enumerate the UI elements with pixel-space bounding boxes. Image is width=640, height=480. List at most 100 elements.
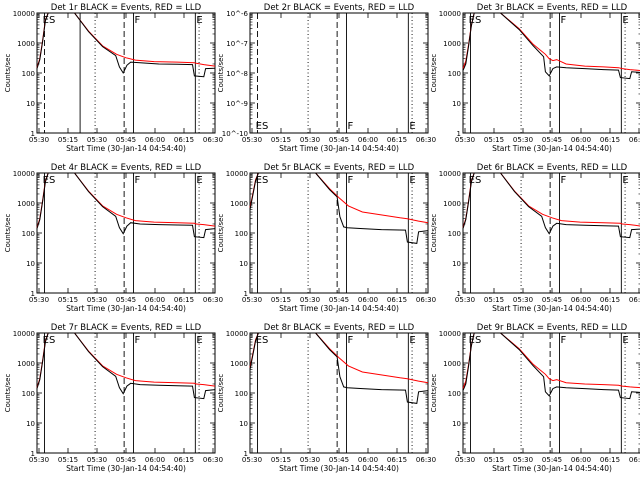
marker-label: F	[347, 335, 353, 346]
x-axis-title: Start Time (30-Jan-14 04:54:40)	[492, 464, 612, 473]
y-tick-label: 1	[31, 130, 35, 138]
y-tick-label: 1	[244, 450, 248, 458]
plot-frame	[36, 172, 216, 294]
y-tick-label: 1000	[230, 360, 248, 368]
x-tick-label: 05:30	[242, 296, 262, 304]
y-axis-label: Counts/sec	[430, 54, 438, 93]
y-tick-label: 10000	[226, 170, 248, 178]
lld-series-line	[249, 332, 429, 384]
x-tick-label: 05:15	[271, 296, 291, 304]
x-tick-label: 05:30	[455, 136, 475, 144]
plot-frame	[249, 172, 429, 294]
lld-series-line	[36, 172, 216, 228]
marker-label: ES	[469, 175, 482, 186]
marker-label: ES	[43, 175, 56, 186]
x-tick-label: 05:15	[271, 136, 291, 144]
y-tick-label: 10	[26, 260, 35, 268]
y-tick-label: 1	[457, 450, 461, 458]
y-axis-label: Counts/sec	[430, 374, 438, 413]
x-tick-label: 05:15	[484, 456, 504, 464]
panel-7: Det 7r BLACK = Events, RED = LLD Counts/s…	[4, 323, 223, 473]
y-tick-label: 10	[26, 100, 35, 108]
marker-label: E	[409, 335, 415, 346]
x-tick-label: 05:15	[484, 296, 504, 304]
lld-series-line	[462, 332, 640, 389]
y-tick-label: 100	[448, 70, 461, 78]
x-tick-label: 06:00	[145, 136, 165, 144]
marker-label: E	[196, 175, 202, 186]
plot-frame	[462, 12, 640, 134]
y-axis-label: Counts/sec	[4, 54, 12, 93]
y-tick-label: 1000	[17, 40, 35, 48]
marker-label: ES	[43, 335, 56, 346]
marker-label: E	[622, 15, 628, 26]
y-tick-label: 10000	[13, 170, 35, 178]
y-tick-label: 100	[235, 230, 248, 238]
marker-label: E	[196, 15, 202, 26]
marker-label: E	[196, 335, 202, 346]
y-tick-label: 10000	[226, 330, 248, 338]
y-tick-label: 1	[31, 450, 35, 458]
x-tick-label: 06:15	[387, 456, 407, 464]
y-axis-label: Counts/sec	[217, 374, 225, 413]
x-tick-label: 05:15	[58, 456, 78, 464]
x-tick-label: 05:15	[58, 296, 78, 304]
plot-frame	[36, 12, 216, 134]
y-axis-label: Counts/sec	[4, 214, 12, 253]
marker-label: F	[347, 121, 353, 132]
x-tick-label: 05:30	[87, 456, 107, 464]
events-series-line	[462, 12, 640, 80]
y-tick-label: 1	[31, 290, 35, 298]
marker-label: ES	[256, 335, 269, 346]
panel-title: Det 8r BLACK = Events, RED = LLD	[264, 323, 415, 333]
panel-4: Det 4r BLACK = Events, RED = LLD Counts/s…	[4, 163, 223, 313]
marker-label: F	[560, 175, 566, 186]
y-tick-label: 1	[457, 130, 461, 138]
x-axis-title: Start Time (30-Jan-14 04:54:40)	[66, 304, 186, 313]
y-axis-label: Counts/sec	[430, 214, 438, 253]
y-tick-label: 100	[22, 390, 35, 398]
x-tick-label: 06:30	[416, 136, 436, 144]
y-tick-label: 10^-8	[226, 70, 248, 78]
y-tick-label: 10000	[439, 10, 461, 18]
panel-1: Det 1r BLACK = Events, RED = LLD Counts/s…	[4, 3, 223, 153]
y-tick-label: 10000	[13, 10, 35, 18]
plot-frame	[249, 12, 429, 134]
y-tick-label: 10	[239, 260, 248, 268]
y-axis-label: Counts/sec	[217, 214, 225, 253]
y-axis-label: Counts/sec	[217, 54, 225, 93]
marker-label: F	[560, 335, 566, 346]
x-tick-label: 06:15	[600, 456, 620, 464]
panel-2: Det 2r BLACK = Events, RED = LLD Counts/s…	[217, 3, 436, 153]
x-tick-label: 06:00	[358, 456, 378, 464]
y-tick-label: 100	[448, 390, 461, 398]
marker-label: ES	[469, 15, 482, 26]
x-tick-label: 05:30	[513, 136, 533, 144]
x-tick-label: 05:30	[455, 456, 475, 464]
events-series-line	[462, 172, 640, 239]
x-tick-label: 06:30	[629, 296, 640, 304]
x-tick-label: 05:30	[29, 296, 49, 304]
x-tick-label: 05:15	[58, 136, 78, 144]
x-tick-label: 06:15	[387, 296, 407, 304]
panel-title: Det 3r BLACK = Events, RED = LLD	[477, 3, 628, 13]
x-tick-label: 05:30	[29, 456, 49, 464]
x-tick-label: 05:30	[87, 296, 107, 304]
x-tick-label: 06:00	[358, 296, 378, 304]
marker-label: E	[622, 175, 628, 186]
x-axis-title: Start Time (30-Jan-14 04:54:40)	[279, 464, 399, 473]
x-tick-label: 06:15	[387, 136, 407, 144]
panel-8: Det 8r BLACK = Events, RED = LLD Counts/s…	[217, 323, 436, 473]
events-series-line	[462, 332, 640, 400]
x-tick-label: 05:45	[116, 296, 136, 304]
x-axis-title: Start Time (30-Jan-14 04:54:40)	[279, 304, 399, 313]
events-series-line	[249, 332, 429, 404]
panel-title: Det 1r BLACK = Events, RED = LLD	[51, 3, 202, 13]
lld-series-line	[36, 12, 216, 68]
plot-frame	[462, 172, 640, 294]
x-tick-label: 06:30	[629, 136, 640, 144]
x-tick-label: 06:00	[358, 136, 378, 144]
x-axis-title: Start Time (30-Jan-14 04:54:40)	[279, 144, 399, 153]
y-tick-label: 1000	[443, 200, 461, 208]
